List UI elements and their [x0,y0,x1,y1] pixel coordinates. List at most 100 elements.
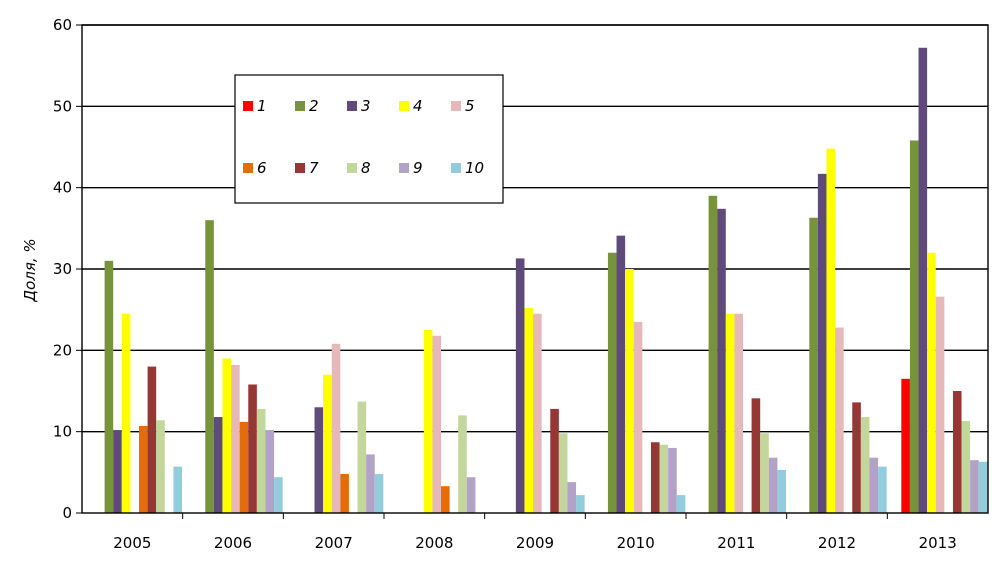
bar-2010-series-7 [650,442,660,513]
legend-swatch-8 [347,163,357,173]
x-tick-label: 2012 [818,534,856,552]
bars-group [104,47,988,514]
y-tick-label: 30 [53,260,72,278]
bar-2007-series-5 [331,343,341,513]
bar-2009-series-9 [567,482,577,513]
legend-label-5: 5 [465,97,475,115]
bar-2010-series-9 [668,447,677,513]
legend-label-6: 6 [257,159,267,177]
legend-swatch-5 [451,101,461,111]
bar-2005-series-10 [173,466,182,513]
bar-2008-series-4 [423,330,433,513]
bar-2008-series-8 [458,415,467,513]
bar-2008-series-6 [441,486,450,513]
y-tick-label: 10 [53,423,72,441]
bar-2007-series-3 [314,407,324,513]
plot-area-border [81,24,989,514]
x-tick-label: 2011 [717,534,755,552]
y-tick-label: 60 [53,16,72,34]
y-tick-label: 20 [53,341,72,359]
bar-2012-series-2 [809,217,818,513]
bar-2010-series-4 [625,269,634,513]
legend-label-3: 3 [361,97,371,115]
x-tick-label: 2010 [617,534,655,552]
bar-2013-series-1 [901,378,910,513]
bar-2006-series-6 [239,421,249,513]
bar-2011-series-5 [734,313,743,513]
bar-2011-series-7 [751,398,761,513]
bar-2010-series-10 [676,495,686,513]
bar-2013-series-5 [935,296,945,513]
legend-label-10: 10 [465,159,484,177]
bar-2012-series-8 [860,417,870,513]
bar-2006-series-8 [256,408,266,513]
legend-swatch-3 [347,101,357,111]
bar-2005-series-8 [156,420,165,513]
bar-2009-series-8 [558,433,568,513]
bar-2007-series-6 [340,473,349,513]
bar-2007-series-9 [366,454,375,513]
legend-label-8: 8 [361,159,371,177]
bar-2005-series-7 [147,366,157,513]
y-tick-label: 50 [53,97,72,115]
legend-label-9: 9 [413,159,423,177]
bar-2005-series-3 [113,430,122,513]
x-tick-label: 2013 [919,534,957,552]
bar-2010-series-2 [607,252,617,513]
bar-2013-series-2 [909,140,919,513]
bar-2012-series-9 [869,457,879,513]
bar-2009-series-4 [524,308,534,513]
bar-2010-series-8 [659,444,669,513]
legend-swatch-7 [295,163,305,173]
bar-2011-series-4 [725,313,735,513]
y-tick-label: 40 [53,179,72,197]
bar-2012-series-10 [878,466,887,513]
legend-swatch-1 [243,101,253,111]
bar-2006-series-2 [205,220,214,513]
y-axis-label: Доля, % [21,238,39,302]
bar-2005-series-6 [139,425,148,513]
legend-swatch-2 [295,101,305,111]
bar-2011-series-3 [717,208,726,513]
bar-2005-series-4 [121,313,131,513]
bar-2009-series-7 [550,408,559,513]
bar-2006-series-9 [265,430,275,513]
bar-2006-series-7 [248,384,257,513]
x-tick-label: 2007 [315,534,353,552]
bar-2012-series-5 [835,327,844,513]
bar-2010-series-3 [616,235,626,514]
legend-swatch-6 [243,163,253,173]
bar-2006-series-3 [213,417,223,513]
bar-2007-series-10 [374,473,384,513]
bar-2011-series-2 [708,195,718,514]
legend-swatch-9 [399,163,409,173]
bar-2006-series-4 [222,358,232,513]
bar-2009-series-10 [576,495,585,513]
y-tick-label: 0 [62,504,72,522]
x-tick-label: 2009 [516,534,554,552]
bar-2013-series-7 [952,391,962,513]
bar-2013-series-8 [961,421,971,513]
bar-2011-series-8 [760,433,769,513]
x-tick-label: 2005 [113,534,151,552]
bar-2008-series-5 [432,335,441,513]
legend-swatch-4 [399,101,409,111]
legend-label-4: 4 [413,97,423,115]
axes: 0 10 20 30 40 50 60 2005 2006 2007 2008 2009 2010 201… [53,16,989,552]
bar-2011-series-9 [768,457,778,513]
bar-2013-series-10 [978,461,988,513]
bar-2006-series-5 [231,364,240,513]
bar-2007-series-4 [323,374,332,513]
x-tick-label: 2006 [214,534,252,552]
bar-2011-series-10 [777,469,786,513]
bar-2013-series-9 [970,460,979,513]
bar-2006-series-10 [274,477,283,513]
bar-2012-series-7 [852,402,861,513]
bar-2012-series-3 [817,173,827,513]
bar-2010-series-5 [633,321,643,513]
bar-2012-series-4 [826,148,836,514]
legend-label-1: 1 [257,97,267,115]
legend-label-2: 2 [309,97,319,115]
bar-2007-series-8 [357,401,367,513]
bar-2013-series-4 [927,252,936,513]
